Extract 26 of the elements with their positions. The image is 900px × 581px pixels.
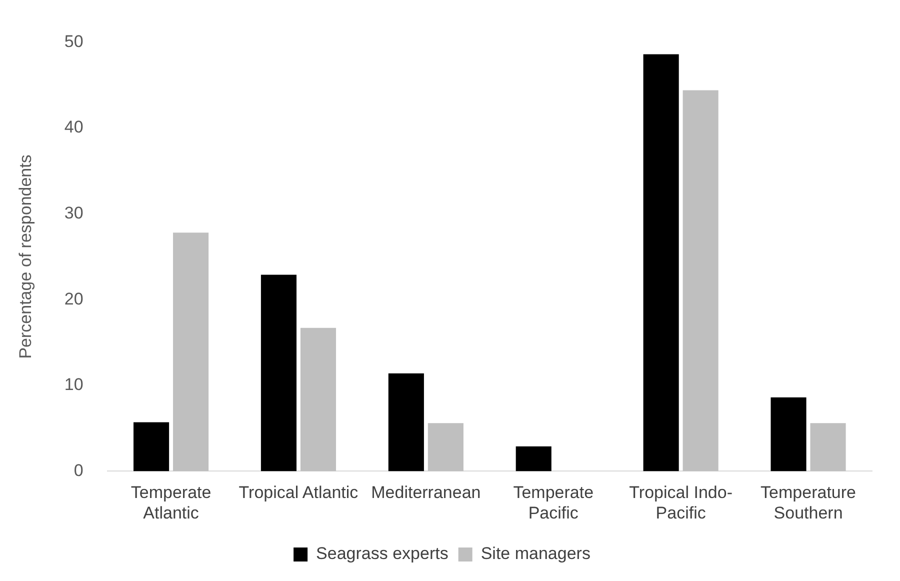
- legend-label: Seagrass experts: [316, 544, 448, 564]
- bar: [388, 373, 424, 472]
- x-tick-label: Tropical Atlantic: [238, 483, 359, 502]
- x-tick-label: Temperate Pacific: [513, 483, 594, 522]
- bar: [134, 422, 170, 472]
- bar: [770, 397, 806, 472]
- bar: [643, 54, 679, 472]
- y-axis-title: Percentage of respondents: [16, 154, 35, 359]
- bar: [173, 232, 209, 472]
- bar: [810, 423, 846, 472]
- bar: [516, 446, 552, 472]
- y-tick-label: 40: [64, 118, 84, 137]
- y-tick-label: 10: [64, 375, 84, 394]
- bar: [260, 274, 297, 472]
- bar: [300, 328, 336, 472]
- y-tick-label: 20: [64, 289, 84, 308]
- x-tick-label: Temperature Southern: [760, 483, 856, 522]
- bar: [682, 90, 718, 472]
- x-tick-label: Temperate Atlantic: [130, 483, 212, 522]
- bar: [428, 423, 464, 472]
- x-tick-label: Mediterranean: [371, 483, 481, 502]
- y-tick-label: 30: [64, 203, 84, 222]
- legend-label: Site managers: [480, 544, 590, 564]
- y-tick-label: 0: [74, 460, 84, 480]
- y-tick-label: 50: [64, 32, 84, 51]
- x-tick-label: Tropical Indo-Pacific: [629, 483, 732, 522]
